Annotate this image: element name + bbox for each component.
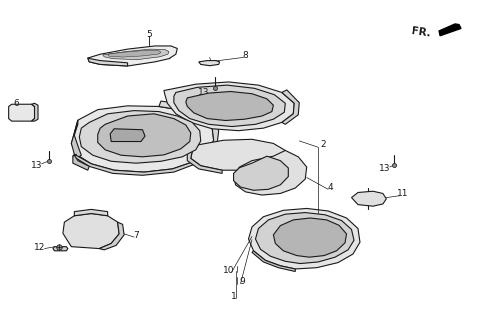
Text: 11: 11 bbox=[397, 189, 409, 198]
Polygon shape bbox=[71, 106, 214, 172]
Text: 2: 2 bbox=[320, 140, 326, 149]
Polygon shape bbox=[252, 251, 295, 271]
Polygon shape bbox=[234, 150, 307, 195]
Polygon shape bbox=[31, 103, 38, 121]
Polygon shape bbox=[108, 50, 161, 57]
Polygon shape bbox=[255, 212, 354, 264]
Polygon shape bbox=[351, 191, 386, 206]
Polygon shape bbox=[439, 24, 461, 36]
Polygon shape bbox=[164, 82, 294, 131]
Polygon shape bbox=[98, 114, 191, 157]
Polygon shape bbox=[174, 85, 285, 126]
Text: 8: 8 bbox=[243, 51, 249, 60]
Polygon shape bbox=[73, 151, 211, 175]
Text: 5: 5 bbox=[146, 30, 152, 39]
Text: 9: 9 bbox=[240, 277, 246, 286]
Polygon shape bbox=[249, 208, 360, 269]
Text: 4: 4 bbox=[327, 183, 333, 192]
Polygon shape bbox=[73, 154, 89, 170]
Text: 3: 3 bbox=[123, 116, 129, 125]
Polygon shape bbox=[74, 209, 108, 216]
Polygon shape bbox=[199, 60, 220, 66]
Text: 1: 1 bbox=[231, 292, 237, 301]
Polygon shape bbox=[71, 120, 81, 157]
Text: 13: 13 bbox=[198, 88, 210, 97]
Polygon shape bbox=[110, 129, 145, 141]
Polygon shape bbox=[191, 139, 285, 170]
Text: 13: 13 bbox=[379, 164, 391, 173]
Polygon shape bbox=[99, 222, 124, 250]
Polygon shape bbox=[186, 92, 273, 121]
Polygon shape bbox=[187, 149, 222, 173]
Polygon shape bbox=[88, 58, 128, 66]
Polygon shape bbox=[159, 101, 207, 118]
Polygon shape bbox=[282, 90, 299, 124]
Text: 6: 6 bbox=[14, 99, 19, 108]
Polygon shape bbox=[8, 104, 34, 121]
Text: FR.: FR. bbox=[411, 26, 431, 39]
Polygon shape bbox=[93, 121, 114, 127]
Text: 13: 13 bbox=[31, 161, 42, 170]
Polygon shape bbox=[63, 213, 119, 249]
Text: 12: 12 bbox=[34, 243, 45, 252]
Polygon shape bbox=[234, 156, 288, 190]
Text: 7: 7 bbox=[133, 231, 139, 240]
Polygon shape bbox=[79, 111, 201, 163]
Polygon shape bbox=[202, 112, 219, 153]
Polygon shape bbox=[88, 46, 177, 66]
Text: 10: 10 bbox=[223, 266, 235, 276]
Polygon shape bbox=[53, 247, 68, 251]
Polygon shape bbox=[273, 218, 346, 257]
Polygon shape bbox=[103, 49, 169, 60]
